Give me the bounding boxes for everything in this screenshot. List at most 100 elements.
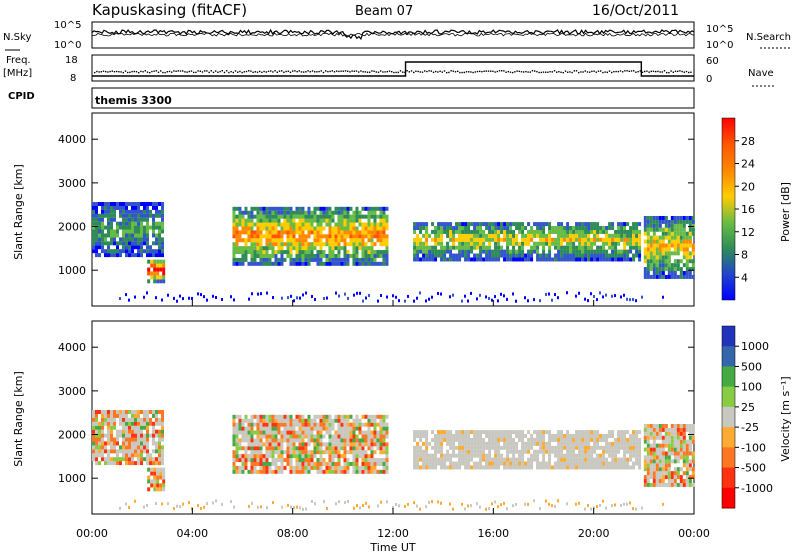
velocity-cell — [143, 410, 146, 415]
velocity-cell — [443, 434, 447, 439]
velocity-cell — [572, 445, 576, 450]
velocity-cell — [557, 465, 561, 470]
power-cell — [509, 226, 513, 231]
power-cell — [670, 251, 674, 256]
velocity-cell — [476, 441, 480, 446]
power-cell — [364, 226, 368, 231]
velocity-cell — [230, 500, 232, 504]
velocity-cell — [425, 465, 429, 470]
power-cell — [362, 299, 364, 303]
power-cell — [155, 296, 157, 300]
velocity-cell — [358, 438, 362, 443]
power-cell — [235, 234, 239, 239]
velocity-cell — [268, 430, 272, 435]
power-cell — [143, 295, 145, 299]
velocity-cell — [98, 453, 101, 458]
power-cell — [385, 246, 389, 251]
power-cell — [128, 209, 131, 214]
velocity-cell — [649, 451, 653, 456]
power-cell — [232, 250, 236, 255]
freq-point — [140, 70, 142, 73]
power-cell — [676, 274, 680, 279]
freq-point — [485, 70, 487, 72]
power-cell — [104, 233, 107, 238]
velocity-cell — [159, 467, 163, 472]
power-cell — [512, 233, 516, 238]
velocity-cell — [536, 453, 540, 458]
power-cell — [364, 253, 368, 258]
velocity-cell — [277, 458, 281, 463]
velocity-cell — [557, 445, 561, 450]
power-cell — [667, 274, 671, 279]
power-cell — [313, 214, 317, 219]
velocity-cell — [461, 457, 465, 462]
power-cell — [635, 226, 639, 231]
power-cell — [349, 234, 353, 239]
power-cell — [367, 206, 371, 211]
power-cell — [673, 243, 677, 248]
velocity-cell — [452, 441, 456, 446]
velocity-cell — [575, 461, 579, 466]
power-cell — [581, 229, 585, 234]
power-cell — [425, 222, 429, 227]
power-cell — [464, 245, 468, 250]
power-cell — [557, 226, 561, 231]
freq-point — [655, 70, 657, 73]
power-cell — [349, 230, 353, 235]
power-cell — [434, 245, 438, 250]
power-cell — [344, 292, 346, 296]
power-cell — [649, 243, 653, 248]
velocity-cell — [143, 505, 145, 509]
cpid-label: CPID — [8, 91, 35, 102]
power-cell — [274, 210, 278, 215]
power-cell — [688, 251, 692, 256]
power-cell — [638, 233, 642, 238]
power-cell — [340, 234, 344, 239]
velocity-cell — [557, 430, 561, 435]
power-cell — [241, 261, 245, 266]
velocity-cell — [506, 465, 510, 470]
power-cell — [416, 233, 420, 238]
velocity-cell — [491, 437, 495, 442]
velocity-cell — [652, 471, 656, 476]
velocity-cell — [491, 445, 495, 450]
power-cell — [358, 222, 362, 227]
power-cell — [503, 233, 507, 238]
power-cell — [182, 297, 184, 301]
power-cell — [667, 270, 671, 275]
power-cell — [244, 210, 248, 215]
velocity-cell — [158, 449, 161, 454]
colorbar-tick-label: 16 — [741, 203, 755, 216]
velocity-cell — [116, 441, 119, 446]
velocity-cell — [364, 458, 368, 463]
power-cell — [159, 275, 163, 280]
velocity-cell — [446, 441, 450, 446]
power-cell — [542, 233, 546, 238]
velocity-cell — [473, 453, 477, 458]
velocity-cell — [95, 453, 98, 458]
velocity-cell — [248, 504, 250, 508]
velocity-cell — [506, 437, 510, 442]
power-cell — [652, 274, 656, 279]
power-cell — [92, 221, 95, 226]
power-cell — [322, 226, 326, 231]
power-cell — [232, 242, 236, 247]
power-cell — [143, 217, 146, 222]
velocity-cell — [461, 437, 465, 442]
power-cell — [147, 271, 151, 276]
velocity-cell — [250, 446, 254, 451]
power-cell — [488, 249, 492, 254]
freq-point — [111, 70, 113, 72]
power-cell — [155, 249, 158, 254]
power-cell — [440, 229, 444, 234]
velocity-cell — [377, 504, 379, 508]
power-cell — [232, 253, 236, 258]
velocity-cell — [643, 427, 647, 432]
power-cell — [646, 239, 650, 244]
freq-point — [560, 71, 562, 73]
power-cell — [521, 249, 525, 254]
x-tick-label: 00:00 — [678, 527, 710, 540]
power-cell — [364, 250, 368, 255]
velocity-cell — [161, 453, 164, 458]
velocity-cell — [557, 453, 561, 458]
